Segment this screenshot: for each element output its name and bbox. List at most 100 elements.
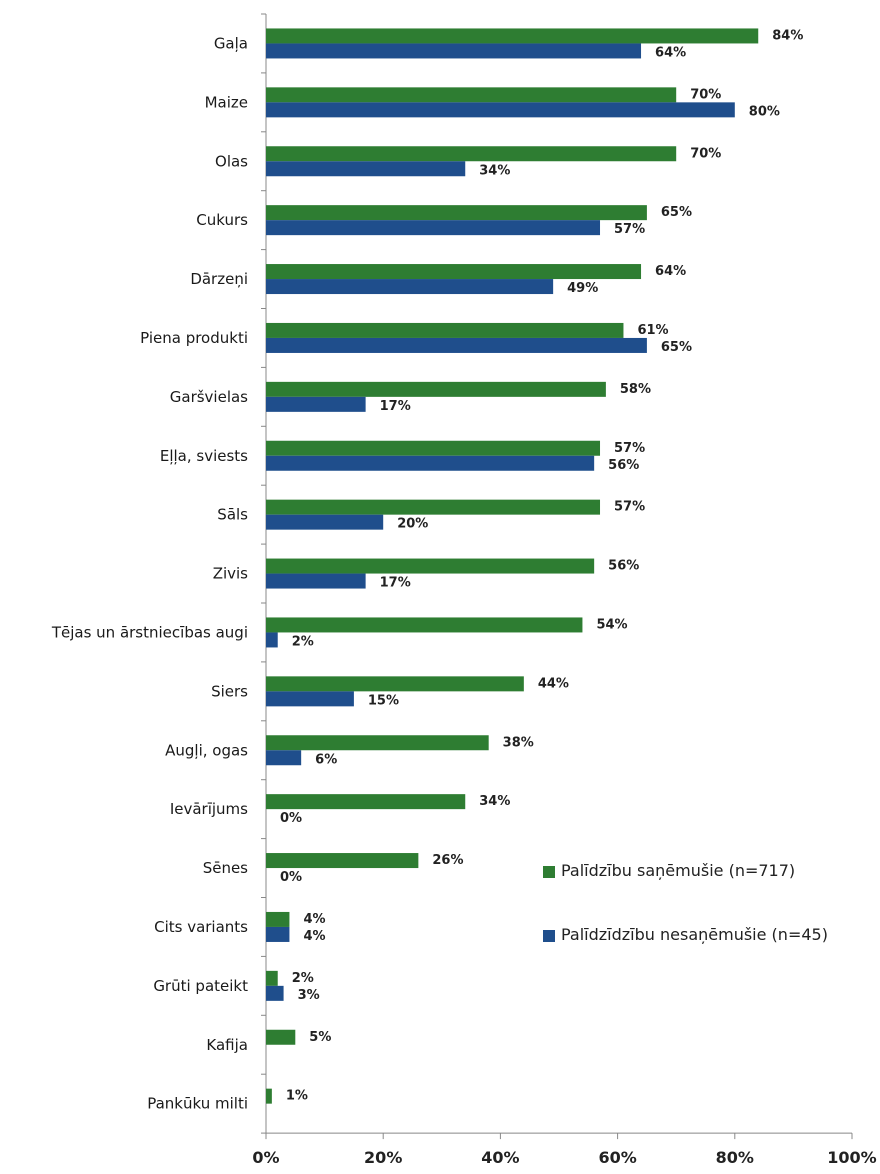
data-label-received: 70% bbox=[690, 87, 721, 102]
data-label-not-received: 17% bbox=[380, 399, 411, 414]
bar-received bbox=[266, 381, 606, 397]
bar-not-received bbox=[266, 220, 601, 236]
data-label-received: 64% bbox=[655, 264, 686, 279]
bar-received bbox=[266, 970, 278, 986]
category-label: Gaļa bbox=[214, 34, 248, 52]
bar-not-received bbox=[266, 396, 366, 412]
bar-received bbox=[266, 499, 601, 515]
bar-received bbox=[266, 853, 419, 869]
bar-not-received bbox=[266, 279, 554, 295]
data-label-received: 34% bbox=[479, 794, 510, 809]
category-label: Siers bbox=[211, 682, 248, 700]
data-label-received: 57% bbox=[614, 441, 645, 456]
legend-swatch-not-received bbox=[543, 930, 555, 942]
bar-not-received bbox=[266, 102, 735, 118]
bar-received bbox=[266, 205, 647, 221]
data-label-received: 4% bbox=[303, 912, 325, 927]
bar-not-received bbox=[266, 926, 290, 942]
category-label: Tējas un ārstniecības augi bbox=[51, 623, 248, 641]
bar-received bbox=[266, 558, 595, 574]
data-label-received: 2% bbox=[292, 971, 314, 986]
bar-received bbox=[266, 87, 677, 103]
data-label-not-received: 4% bbox=[303, 929, 325, 944]
bar-received bbox=[266, 911, 290, 927]
bar-received bbox=[266, 146, 677, 162]
data-label-received: 84% bbox=[772, 28, 803, 43]
x-tick-label: 0% bbox=[252, 1148, 279, 1167]
data-label-received: 54% bbox=[596, 617, 627, 632]
bar-received bbox=[266, 735, 489, 751]
bar-not-received bbox=[266, 337, 647, 353]
data-label-not-received: 3% bbox=[298, 988, 320, 1003]
category-label: Olas bbox=[215, 152, 248, 170]
legend-label-received: Palīdzību saņēmušie (n=717) bbox=[561, 861, 796, 880]
category-label: Piena produkti bbox=[140, 329, 248, 347]
bar-not-received bbox=[266, 632, 278, 648]
bar-not-received bbox=[266, 455, 595, 471]
category-label: Garšvielas bbox=[170, 388, 248, 406]
bar-not-received bbox=[266, 514, 384, 530]
data-label-received: 70% bbox=[690, 146, 721, 161]
bar-received bbox=[266, 617, 583, 633]
bar-received bbox=[266, 440, 601, 456]
data-label-not-received: 0% bbox=[280, 870, 302, 885]
bar-not-received bbox=[266, 161, 466, 177]
data-label-not-received: 6% bbox=[315, 752, 337, 767]
category-label: Sāls bbox=[217, 506, 248, 524]
category-label: Cukurs bbox=[196, 211, 248, 229]
bar-received bbox=[266, 1029, 296, 1045]
bar-received bbox=[266, 1088, 272, 1104]
data-label-not-received: 20% bbox=[397, 517, 428, 532]
legend-item-not-received: Palīdzīdzību nesaņēmušie (n=45) bbox=[543, 922, 863, 948]
legend-swatch-received bbox=[543, 866, 555, 878]
bar-received bbox=[266, 322, 624, 338]
data-label-not-received: 2% bbox=[292, 634, 314, 649]
category-label: Eļļa, sviests bbox=[160, 447, 248, 465]
data-label-received: 26% bbox=[432, 853, 463, 868]
category-label: Pankūku milti bbox=[147, 1095, 248, 1113]
data-label-not-received: 49% bbox=[567, 281, 598, 296]
legend: Palīdzību saņēmušie (n=717) Palīdzīdzību… bbox=[543, 858, 863, 986]
data-label-received: 56% bbox=[608, 559, 639, 574]
x-tick-label: 60% bbox=[598, 1148, 636, 1167]
x-tick-label: 80% bbox=[716, 1148, 754, 1167]
data-label-received: 65% bbox=[661, 205, 692, 220]
bar-received bbox=[266, 28, 759, 44]
category-label: Zivis bbox=[213, 565, 248, 583]
data-label-not-received: 17% bbox=[380, 576, 411, 591]
x-tick-label: 40% bbox=[481, 1148, 519, 1167]
data-label-received: 44% bbox=[538, 676, 569, 691]
category-label: Augļi, ogas bbox=[165, 741, 248, 759]
category-label: Cits variants bbox=[154, 918, 248, 936]
data-label-received: 61% bbox=[637, 323, 668, 338]
data-label-received: 38% bbox=[503, 735, 534, 750]
bar-received bbox=[266, 794, 466, 810]
category-label: Grūti pateikt bbox=[153, 977, 248, 995]
x-tick-label: 20% bbox=[364, 1148, 402, 1167]
category-label: Maize bbox=[205, 93, 248, 111]
bar-not-received bbox=[266, 750, 302, 766]
legend-item-received: Palīdzību saņēmušie (n=717) bbox=[543, 858, 863, 884]
data-label-received: 1% bbox=[286, 1089, 308, 1104]
data-label-not-received: 80% bbox=[749, 104, 780, 119]
bar-not-received bbox=[266, 691, 354, 707]
data-label-not-received: 0% bbox=[280, 811, 302, 826]
data-label-not-received: 65% bbox=[661, 340, 692, 355]
data-label-received: 5% bbox=[309, 1030, 331, 1045]
data-label-received: 57% bbox=[614, 500, 645, 515]
bar-received bbox=[266, 676, 524, 692]
data-label-not-received: 56% bbox=[608, 458, 639, 473]
category-label: Sēnes bbox=[203, 859, 248, 877]
bar-not-received bbox=[266, 573, 366, 589]
x-tick-label: 100% bbox=[827, 1148, 876, 1167]
data-label-received: 58% bbox=[620, 382, 651, 397]
bar-not-received bbox=[266, 43, 642, 59]
category-label: Kafija bbox=[206, 1036, 248, 1054]
bar-received bbox=[266, 264, 642, 280]
bar-not-received bbox=[266, 985, 284, 1001]
data-label-not-received: 64% bbox=[655, 45, 686, 60]
legend-label-not-received: Palīdzīdzību nesaņēmušie (n=45) bbox=[561, 925, 828, 944]
data-label-not-received: 34% bbox=[479, 163, 510, 178]
category-label: Dārzeņi bbox=[190, 270, 248, 288]
